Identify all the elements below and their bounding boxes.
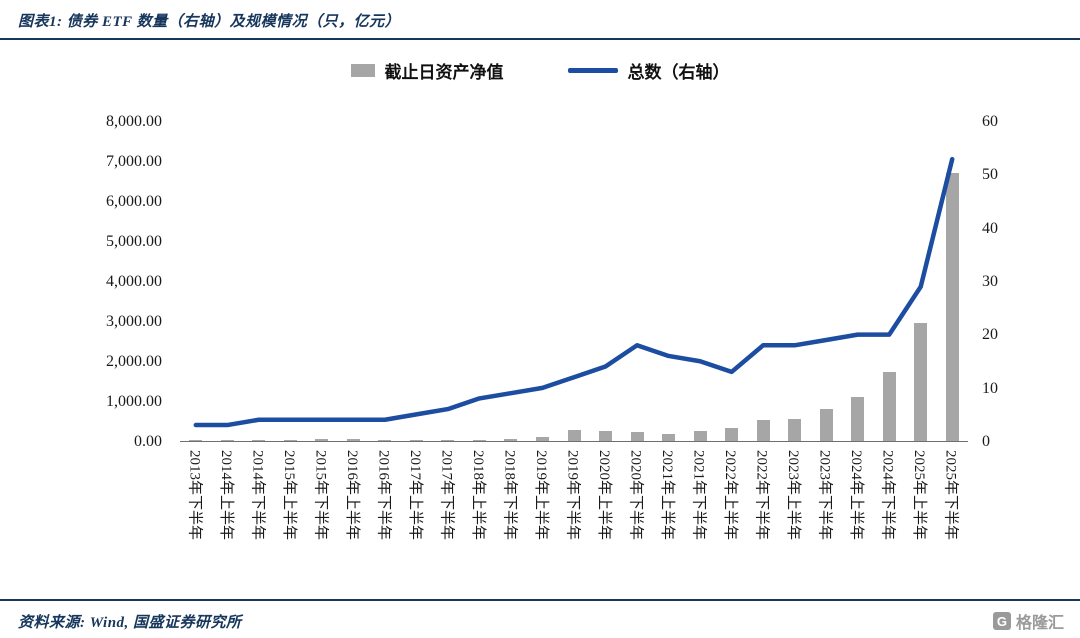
x-axis-label: 2024年上半年 — [848, 450, 865, 541]
bar — [630, 432, 644, 441]
x-axis-label: 2021年下半年 — [690, 450, 707, 541]
y-axis-label-right: 40 — [982, 219, 998, 237]
y-axis-label-left: 4,000.00 — [106, 273, 162, 290]
x-axis-label: 2017年上半年 — [406, 450, 423, 541]
y-axis-label-left: 3,000.00 — [106, 313, 162, 330]
bar — [283, 439, 297, 441]
y-axis-label-right: 30 — [982, 273, 998, 290]
bar — [693, 431, 707, 441]
x-axis-label: 2015年下半年 — [312, 450, 329, 541]
line-series-layer — [193, 156, 955, 428]
bar — [567, 430, 581, 441]
bar — [252, 439, 266, 441]
y-axis-label-left: 5,000.00 — [106, 233, 162, 250]
bar — [851, 397, 865, 441]
x-axis-label: 2013年下半年 — [186, 450, 203, 541]
plot-area — [180, 122, 968, 442]
bar — [409, 439, 423, 441]
x-axis-label: 2021年上半年 — [659, 450, 676, 541]
x-axis-label: 2016年下半年 — [375, 450, 392, 541]
y-axis-label-left: 6,000.00 — [106, 193, 162, 210]
x-axis-label: 2022年下半年 — [753, 450, 770, 541]
gelonghui-logo: G 格隆汇 — [992, 609, 1064, 633]
bar — [882, 371, 896, 441]
bar — [378, 439, 392, 441]
chart-legend: 截止日资产净值 总数（右轴） — [0, 56, 1080, 84]
x-axis-label: 2023年下半年 — [816, 450, 833, 541]
bar — [788, 419, 802, 441]
bar — [756, 419, 770, 441]
bar — [945, 173, 959, 441]
bar — [819, 409, 833, 441]
bar-swatch-icon — [350, 63, 375, 77]
y-axis-label-right: 50 — [982, 166, 998, 184]
legend-label-bar: 截止日资产净值 — [384, 62, 504, 82]
x-axis-label: 2018年下半年 — [501, 450, 518, 541]
combo-chart: 8,000.00 7,000.00 6,000.00 5,000.00 4,000.00… — [0, 90, 1080, 595]
bar — [189, 440, 203, 441]
y-axis-label-left: 1,000.00 — [106, 393, 162, 410]
x-axis-label: 2016年上半年 — [343, 450, 360, 541]
y-axis-label-right: 20 — [982, 326, 998, 344]
y-axis-label-right: 0 — [982, 433, 990, 450]
x-axis-label: 2020年上半年 — [596, 450, 613, 541]
y-axis-label-right: 60 — [982, 113, 998, 130]
y-axis-label-left: 0.00 — [134, 433, 162, 450]
x-axis-label: 2020年下半年 — [627, 450, 644, 541]
x-axis-label: 2014年上半年 — [217, 450, 234, 541]
bar — [220, 440, 234, 441]
bar — [725, 427, 739, 441]
x-axis-label: 2025年下半年 — [942, 450, 959, 541]
legend-item-bar: 截止日资产净值 — [350, 58, 504, 83]
x-axis-label: 2025年上半年 — [911, 450, 928, 541]
source-note: 资料来源: Wind, 国盛证券研究所 — [18, 614, 242, 631]
bar — [535, 437, 549, 441]
footer: 资料来源: Wind, 国盛证券研究所 G 格隆汇 — [0, 601, 1080, 633]
x-axis-label: 2023年上半年 — [785, 450, 802, 541]
x-axis-label: 2017年下半年 — [438, 450, 455, 541]
bar — [914, 323, 928, 441]
y-axis-label-left: 2,000.00 — [106, 353, 162, 370]
x-axis-label: 2018年上半年 — [469, 450, 486, 541]
legend-item-line: 总数（右轴） — [567, 58, 730, 83]
bar — [504, 438, 518, 441]
bar — [346, 439, 360, 441]
y-axis-label-left: 7,000.00 — [106, 153, 162, 170]
line-swatch-icon — [567, 67, 618, 73]
figure-title: 图表1: 债券 ETF 数量（右轴）及规模情况（只，亿元） — [0, 0, 1080, 40]
bar — [662, 433, 676, 441]
bar — [472, 440, 486, 441]
bar — [441, 439, 455, 441]
x-axis-label: 2022年上半年 — [722, 450, 739, 541]
x-axis-label: 2015年上半年 — [280, 450, 297, 541]
gelonghui-icon: G — [992, 612, 1011, 630]
x-axis-label: 2024年下半年 — [879, 450, 896, 541]
bar — [599, 431, 613, 441]
footer-divider — [0, 599, 1080, 601]
x-axis-label: 2014年下半年 — [249, 450, 266, 541]
x-axis-label: 2019年上半年 — [532, 450, 549, 541]
x-axis-label: 2019年下半年 — [564, 450, 581, 541]
y-axis-label-left: 8,000.00 — [106, 113, 162, 130]
legend-label-line: 总数（右轴） — [627, 62, 730, 82]
y-axis-label-right: 10 — [982, 379, 998, 397]
line-series — [193, 156, 955, 428]
bar — [315, 439, 329, 441]
gelonghui-logo-text: 格隆汇 — [1015, 615, 1064, 632]
